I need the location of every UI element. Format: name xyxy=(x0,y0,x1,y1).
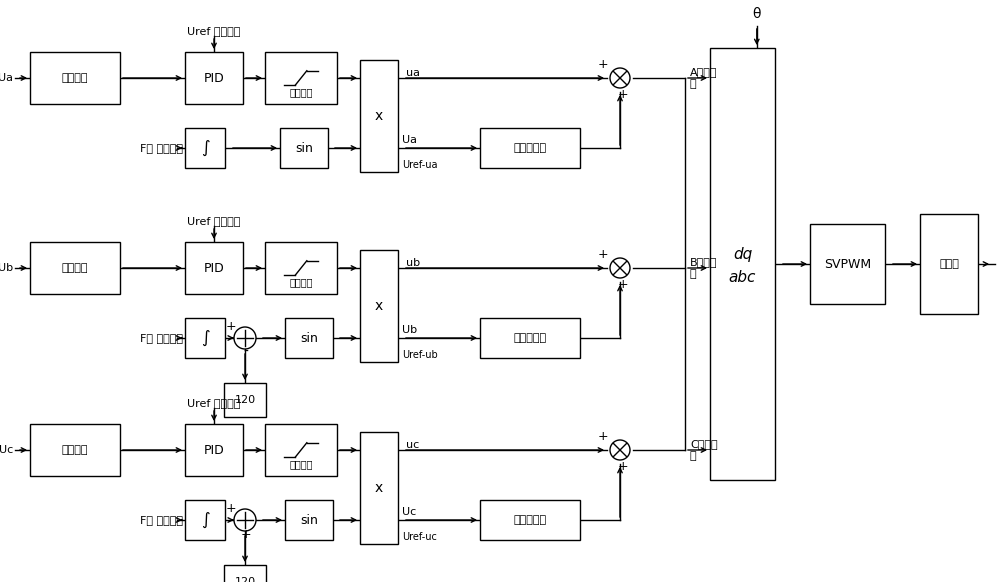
Text: Uc: Uc xyxy=(402,507,416,517)
Circle shape xyxy=(610,258,630,278)
Text: ua: ua xyxy=(406,68,420,78)
Text: 电流限幅: 电流限幅 xyxy=(289,87,313,98)
Text: 重复控制器: 重复控制器 xyxy=(513,515,547,525)
Text: 电流限幅: 电流限幅 xyxy=(289,278,313,288)
Text: -: - xyxy=(244,345,248,359)
Text: +: + xyxy=(598,249,608,261)
Text: abc: abc xyxy=(729,271,756,286)
Text: 幅値计算: 幅値计算 xyxy=(62,263,88,273)
Bar xyxy=(360,250,398,362)
Bar xyxy=(185,128,225,168)
Text: Ua: Ua xyxy=(0,73,13,83)
Text: F： 频率指令: F： 频率指令 xyxy=(140,143,183,153)
Bar xyxy=(360,60,398,172)
Text: 幅値计算: 幅値计算 xyxy=(62,73,88,83)
Text: +: + xyxy=(226,502,236,514)
Text: Uc: Uc xyxy=(0,445,13,455)
Text: 120: 120 xyxy=(234,395,256,405)
Text: F： 频率指令: F： 频率指令 xyxy=(140,333,183,343)
Text: x: x xyxy=(375,481,383,495)
Bar xyxy=(30,424,120,476)
Text: +: + xyxy=(226,320,236,332)
Text: sin: sin xyxy=(295,141,313,154)
Text: PID: PID xyxy=(204,443,224,456)
Text: PID: PID xyxy=(204,261,224,275)
Bar xyxy=(480,128,580,168)
Text: PID: PID xyxy=(204,72,224,84)
Bar xyxy=(285,318,333,358)
Bar xyxy=(185,52,243,104)
Bar xyxy=(185,500,225,540)
Bar xyxy=(480,318,580,358)
Text: θ: θ xyxy=(753,7,761,21)
Text: Ub: Ub xyxy=(0,263,13,273)
Bar xyxy=(185,424,243,476)
Text: +: + xyxy=(241,527,251,541)
Text: sin: sin xyxy=(300,513,318,527)
Bar xyxy=(360,432,398,544)
Text: Ua: Ua xyxy=(402,135,417,145)
Bar xyxy=(185,318,225,358)
Circle shape xyxy=(610,68,630,88)
Bar xyxy=(810,224,885,304)
Text: ub: ub xyxy=(406,258,420,268)
Text: 重复控制器: 重复控制器 xyxy=(513,333,547,343)
Text: Uref-ua: Uref-ua xyxy=(402,160,438,170)
Circle shape xyxy=(234,509,256,531)
Text: Uref-ub: Uref-ub xyxy=(402,350,438,360)
Bar xyxy=(265,242,337,294)
Bar xyxy=(30,52,120,104)
Bar xyxy=(920,214,978,314)
Text: +: + xyxy=(618,278,628,290)
Text: F： 频率指令: F： 频率指令 xyxy=(140,515,183,525)
Text: dq: dq xyxy=(733,247,752,261)
Bar xyxy=(280,128,328,168)
Text: 幅値计算: 幅値计算 xyxy=(62,445,88,455)
Text: uc: uc xyxy=(406,440,419,450)
Bar xyxy=(285,500,333,540)
Text: Uref 电压指令: Uref 电压指令 xyxy=(187,26,241,36)
Bar xyxy=(480,500,580,540)
Text: x: x xyxy=(375,299,383,313)
Circle shape xyxy=(234,327,256,349)
Text: Uref 电压指令: Uref 电压指令 xyxy=(187,398,241,408)
Text: 120: 120 xyxy=(234,577,256,582)
Text: ∫: ∫ xyxy=(201,139,209,157)
Bar xyxy=(224,383,266,417)
Bar xyxy=(710,48,775,480)
Text: sin: sin xyxy=(300,332,318,345)
Bar xyxy=(185,242,243,294)
Text: C相调制
波: C相调制 波 xyxy=(690,439,718,461)
Bar xyxy=(265,424,337,476)
Text: ∫: ∫ xyxy=(201,329,209,347)
Text: Uref 电压指令: Uref 电压指令 xyxy=(187,216,241,226)
Bar xyxy=(265,52,337,104)
Text: 电流限幅: 电流限幅 xyxy=(289,460,313,470)
Circle shape xyxy=(610,440,630,460)
Bar xyxy=(30,242,120,294)
Text: Uref-uc: Uref-uc xyxy=(402,532,437,542)
Text: ∫: ∫ xyxy=(201,511,209,529)
Text: +: + xyxy=(618,87,628,101)
Text: x: x xyxy=(375,109,383,123)
Text: Ub: Ub xyxy=(402,325,417,335)
Text: 变流器: 变流器 xyxy=(939,259,959,269)
Text: +: + xyxy=(618,460,628,473)
Text: +: + xyxy=(598,431,608,443)
Text: +: + xyxy=(598,59,608,72)
Text: SVPWM: SVPWM xyxy=(824,257,871,271)
Text: A相调制
波: A相调制 波 xyxy=(690,67,718,89)
Bar xyxy=(224,565,266,582)
Text: B相调制
波: B相调制 波 xyxy=(690,257,718,279)
Text: 重复控制器: 重复控制器 xyxy=(513,143,547,153)
